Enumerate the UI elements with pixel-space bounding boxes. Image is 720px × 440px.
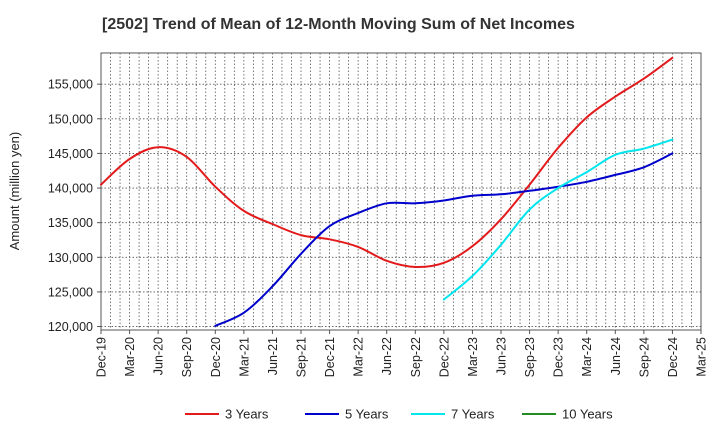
- y-tick-label: 130,000: [48, 251, 93, 265]
- y-tick-label: 135,000: [48, 216, 93, 230]
- plot-frame: [100, 52, 702, 331]
- x-tick-label: Jun-22: [380, 337, 394, 375]
- x-tick-label: Sep-22: [409, 337, 423, 377]
- chart-title: [2502] Trend of Mean of 12-Month Moving …: [102, 16, 575, 33]
- x-tick-label: Mar-24: [580, 337, 594, 377]
- x-tick-label: Sep-24: [637, 337, 651, 377]
- x-tick-label: Mar-22: [352, 337, 366, 377]
- y-tick-label: 145,000: [48, 147, 93, 161]
- x-tick-label: Mar-23: [466, 337, 480, 377]
- series-layer: [100, 56, 674, 327]
- grid: [101, 53, 701, 330]
- x-tick-label: Sep-20: [180, 337, 194, 377]
- x-axis: Dec-19 Mar-20 Jun-20 Sep-20 Dec-20 Mar-21 Jun-…: [95, 330, 709, 377]
- legend-label-3-years: 3 Years: [225, 407, 269, 422]
- x-tick-label: Sep-21: [295, 337, 309, 377]
- legend-label-10-years: 10 Years: [562, 407, 613, 422]
- y-tick-label: 120,000: [48, 320, 93, 334]
- y-tick-label: 140,000: [48, 182, 93, 196]
- y-tick-label: 155,000: [48, 78, 93, 92]
- x-tick-label: Mar-21: [237, 337, 251, 377]
- x-tick-label: Dec-23: [552, 337, 566, 377]
- y-tick-label: 125,000: [48, 285, 93, 299]
- y-axis: 120,000 125,000 130,000 135,000 140,000 145,0…: [48, 78, 101, 334]
- x-tick-label: Dec-22: [437, 337, 451, 377]
- x-tick-label: Jun-24: [609, 337, 623, 375]
- series-line-7-years: [442, 138, 674, 301]
- x-tick-label: Mar-20: [123, 337, 137, 377]
- x-tick-label: Jun-21: [266, 337, 280, 375]
- x-tick-label: Dec-20: [209, 337, 223, 377]
- x-tick-label: Sep-23: [523, 337, 537, 377]
- legend-label-7-years: 7 Years: [451, 407, 495, 422]
- x-tick-label: Mar-25: [695, 337, 709, 377]
- x-tick-label: Dec-24: [666, 337, 680, 377]
- x-tick-label: Jun-20: [152, 337, 166, 375]
- y-axis-label: Amount (million yen): [7, 132, 22, 251]
- legend-label-5-years: 5 Years: [345, 407, 389, 422]
- x-tick-label: Jun-23: [495, 337, 509, 375]
- x-tick-label: Dec-19: [95, 337, 109, 377]
- legend: 3 Years 5 Years 7 Years 10 Years: [185, 407, 613, 422]
- series-line-5-years: [214, 152, 674, 327]
- x-tick-label: Dec-21: [323, 337, 337, 377]
- series-line-3-years: [100, 56, 674, 269]
- y-tick-label: 150,000: [48, 112, 93, 126]
